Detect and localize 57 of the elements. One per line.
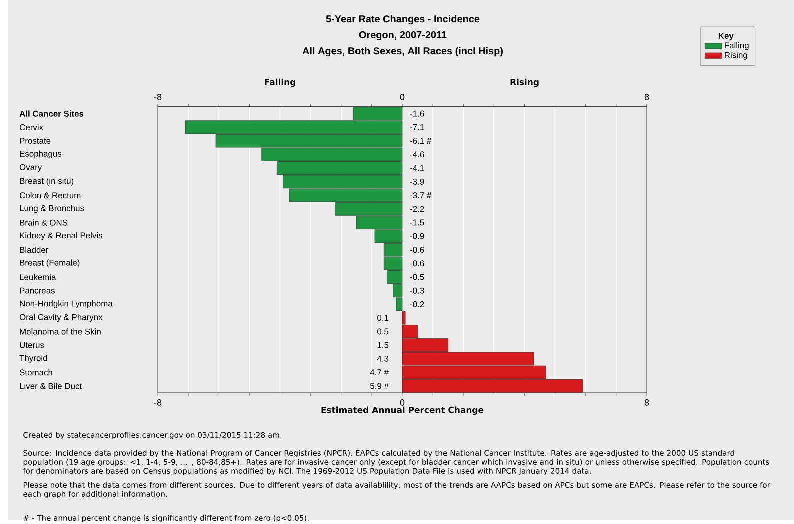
- data-label: -3.9: [410, 178, 424, 185]
- data-label: -2.2: [410, 206, 424, 212]
- y-tick-label: Lung & Bronchus: [20, 205, 84, 214]
- x2-tick-label: 0: [400, 94, 405, 100]
- y-tick-label: Thyroid: [20, 354, 48, 363]
- data-label: -0.9: [410, 233, 424, 240]
- data-label: 4.3: [377, 356, 389, 362]
- y-tick-label: Stomach: [20, 369, 52, 376]
- x2-tick-label: 8: [644, 94, 650, 100]
- x-tick-label: -8: [154, 400, 162, 406]
- data-label: -1.6: [410, 110, 424, 117]
- y-tick-label: Leukemia: [20, 274, 56, 280]
- data-label: -6.1 #: [410, 138, 432, 144]
- y-tick-label: Breast (in situ): [20, 178, 74, 186]
- x-tick-label: 8: [644, 400, 650, 406]
- data-label: -4.1: [410, 165, 424, 172]
- legend-label: Falling: [725, 42, 749, 50]
- y-tick-label: Uterus: [20, 342, 44, 348]
- data-label: -4.6: [410, 152, 424, 158]
- y-tick-label: Cervix: [20, 124, 44, 131]
- data-label: -3.7 #: [410, 192, 432, 199]
- y-tick-label: Bladder: [20, 246, 49, 254]
- y-tick-label: Melanoma of the Skin: [20, 328, 101, 335]
- chart-title: 5-Year Rate Changes - Incidence: [326, 15, 480, 25]
- y-tick-label: Breast (Female): [20, 260, 80, 268]
- legend-label: Rising: [725, 52, 748, 60]
- y-tick-label: Colon & Rectum: [20, 192, 81, 199]
- data-label: 4.7 #: [370, 370, 389, 376]
- text: All Ages, Both Sexes, All Races (incl Hisp): [302, 47, 503, 57]
- y-tick-label: All Cancer Sites: [20, 110, 84, 117]
- data-label: -0.6: [410, 260, 424, 267]
- data-label: 1.5: [378, 342, 389, 348]
- data-label: 0.5: [378, 328, 389, 335]
- y-tick-label: Brain & ONS: [20, 220, 68, 226]
- chart-subtitle: Oregon, 2007-2011: [359, 31, 447, 41]
- y-tick-label: Kidney & Renal Pelvis: [20, 232, 103, 240]
- legend-title: Key: [718, 33, 734, 41]
- y-tick-label: Ovary: [20, 164, 42, 172]
- data-label: 0.1: [378, 315, 389, 322]
- y-tick-label: Non-Hodgkin Lymphoma: [20, 300, 113, 308]
- text: Rising: [510, 78, 539, 88]
- data-label: 5.9 #: [370, 383, 389, 390]
- data-label: -1.5: [410, 220, 424, 226]
- x-tick-label: 0: [400, 400, 405, 406]
- text: Falling: [265, 78, 296, 88]
- data-label: -0.3: [410, 288, 424, 294]
- data-label: -0.2: [410, 301, 424, 308]
- y-tick-label: Esophagus: [20, 150, 62, 159]
- y-tick-label: Prostate: [20, 138, 51, 144]
- data-label: -0.5: [410, 274, 424, 280]
- data-label: -0.6: [410, 247, 424, 253]
- x-axis-title: Estimated Annual Percent Change: [322, 406, 484, 416]
- y-tick-label: Oral Cavity & Pharynx: [20, 314, 103, 322]
- y-tick-label: Liver & Bile Duct: [20, 383, 82, 390]
- data-label: -7.1: [410, 124, 424, 130]
- y-tick-label: Pancreas: [20, 288, 55, 294]
- x2-tick-label: -8: [154, 94, 162, 100]
